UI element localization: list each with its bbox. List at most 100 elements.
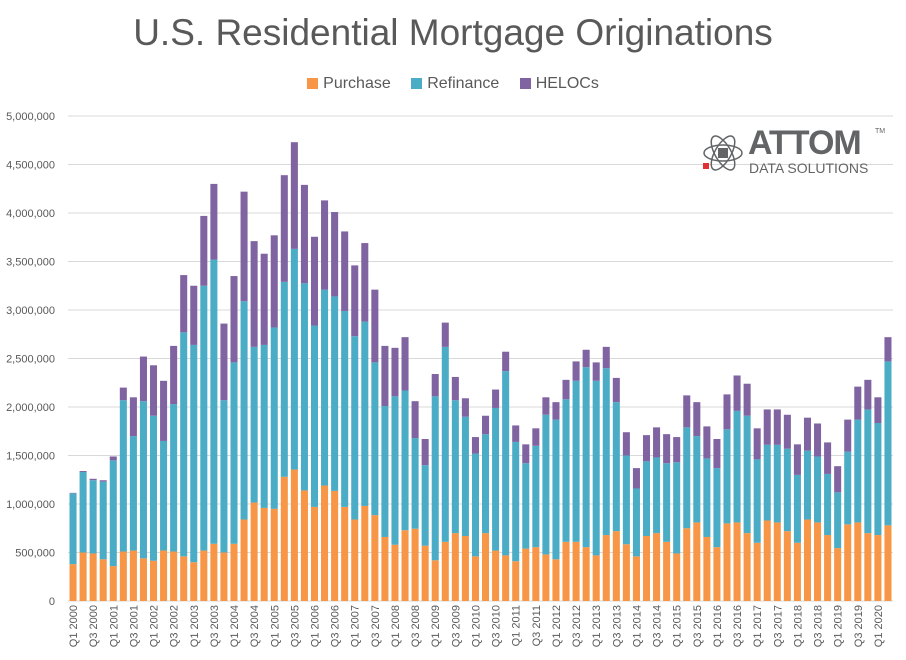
y-tick-label: 0 xyxy=(49,596,55,608)
bar-helocs xyxy=(220,323,228,401)
bar-helocs xyxy=(139,356,147,402)
bar-refinance xyxy=(129,436,137,551)
bar-refinance xyxy=(461,416,469,537)
bar-helocs xyxy=(441,322,449,347)
bar-refinance xyxy=(341,310,349,507)
bar-purchase xyxy=(874,535,882,601)
bar-refinance xyxy=(290,248,298,470)
bar-purchase xyxy=(642,536,651,601)
bar-purchase xyxy=(602,535,610,601)
bar-refinance xyxy=(381,406,389,537)
bar-refinance xyxy=(441,346,449,542)
bar-purchase xyxy=(864,533,872,601)
bar-purchase xyxy=(431,560,439,601)
bar-helocs xyxy=(190,285,198,345)
bar-helocs xyxy=(119,387,127,401)
x-tick-label: Q1 2000 xyxy=(68,605,80,647)
bar-refinance xyxy=(471,453,479,557)
bar-purchase xyxy=(381,536,389,601)
bar-purchase xyxy=(280,476,288,601)
bar-purchase xyxy=(170,551,178,601)
bar-purchase xyxy=(783,531,791,601)
bar-helocs xyxy=(331,212,339,297)
bar-helocs xyxy=(230,276,238,363)
bar-purchase xyxy=(743,533,751,601)
bar-purchase xyxy=(109,566,117,601)
bar-purchase xyxy=(300,490,308,601)
bar-refinance xyxy=(139,401,147,559)
bar-purchase xyxy=(522,548,530,601)
bar-purchase xyxy=(693,522,701,601)
bar-purchase xyxy=(844,524,852,601)
bar-refinance xyxy=(612,402,620,532)
bar-refinance xyxy=(99,481,107,560)
x-tick-label: Q3 2002 xyxy=(169,605,181,647)
x-tick-label: Q1 2012 xyxy=(551,605,563,647)
bar-refinance xyxy=(803,450,812,520)
bar-helocs xyxy=(411,401,419,439)
bar-refinance xyxy=(411,438,419,529)
bar-helocs xyxy=(180,275,188,333)
x-tick-label: Q1 2018 xyxy=(792,605,804,647)
x-tick-label: Q3 2017 xyxy=(772,605,784,647)
bar-helocs xyxy=(803,417,812,451)
bar-purchase xyxy=(612,531,620,601)
bar-refinance xyxy=(723,429,731,524)
bar-purchase xyxy=(139,558,147,601)
bar-refinance xyxy=(642,461,651,537)
bar-purchase xyxy=(884,525,892,601)
bar-helocs xyxy=(351,265,359,337)
bar-purchase xyxy=(451,533,459,601)
x-tick-label: Q1 2007 xyxy=(350,605,362,647)
bar-refinance xyxy=(763,444,771,521)
x-tick-label: Q3 2001 xyxy=(128,605,140,647)
y-tick-label: 1,500,000 xyxy=(6,451,55,463)
bar-refinance xyxy=(451,400,459,534)
bar-purchase xyxy=(290,469,298,601)
y-tick-label: 2,000,000 xyxy=(6,402,55,414)
bar-helocs xyxy=(290,142,298,249)
bar-refinance xyxy=(743,415,751,534)
bar-purchase xyxy=(793,542,801,601)
x-tick-label: Q1 2017 xyxy=(752,605,764,647)
x-tick-label: Q3 2008 xyxy=(410,605,422,647)
x-tick-label: Q3 2000 xyxy=(88,605,100,647)
legend: Purchase Refinance HELOCs xyxy=(0,75,906,93)
bar-purchase xyxy=(250,502,258,601)
bar-helocs xyxy=(371,289,379,363)
bar-helocs xyxy=(421,439,429,466)
bar-refinance xyxy=(240,301,248,520)
bar-refinance xyxy=(733,410,741,523)
bar-helocs xyxy=(642,435,651,462)
bar-helocs xyxy=(723,394,731,430)
y-tick-label: 2,500,000 xyxy=(6,354,55,366)
bar-refinance xyxy=(401,390,409,531)
bar-helocs xyxy=(280,175,288,282)
bar-helocs xyxy=(210,183,218,260)
bar-refinance xyxy=(602,368,610,536)
bar-helocs xyxy=(89,478,97,481)
bar-refinance xyxy=(673,462,681,554)
bar-helocs xyxy=(783,414,791,449)
x-tick-label: Q1 2003 xyxy=(189,605,201,647)
y-tick-label: 4,500,000 xyxy=(6,160,55,172)
bar-purchase xyxy=(89,553,97,601)
bar-refinance xyxy=(391,396,399,545)
bar-helocs xyxy=(149,365,158,416)
x-tick-label: Q3 2015 xyxy=(692,605,704,647)
bar-purchase xyxy=(220,552,228,601)
bar-purchase xyxy=(763,520,771,601)
bar-purchase xyxy=(361,505,369,601)
legend-swatch-refinance xyxy=(411,78,423,89)
bar-purchase xyxy=(341,506,349,601)
x-tick-label: Q1 2009 xyxy=(430,605,442,647)
bar-helocs xyxy=(250,241,258,347)
x-tick-label: Q3 2005 xyxy=(289,605,301,647)
bar-helocs xyxy=(482,415,490,435)
bar-helocs xyxy=(502,351,510,372)
bar-refinance xyxy=(230,362,238,544)
bar-helocs xyxy=(341,231,349,311)
bar-refinance xyxy=(653,457,661,534)
bar-refinance xyxy=(270,327,278,509)
bar-refinance xyxy=(542,414,550,555)
